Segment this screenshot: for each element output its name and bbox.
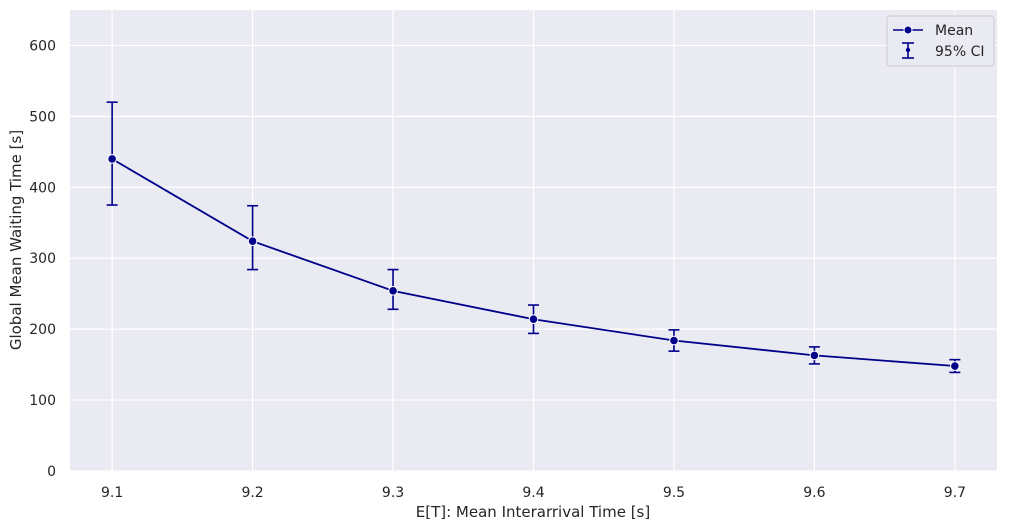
y-tick-label: 600 [29,38,56,54]
y-tick-label: 500 [29,109,56,125]
x-tick-label: 9.1 [101,485,123,501]
x-tick-labels: 9.1 9.2 9.3 9.4 9.5 9.6 9.7 [101,485,966,501]
data-point [107,154,117,164]
x-tick-label: 9.4 [522,485,544,501]
data-point [809,350,820,361]
x-tick-label: 9.5 [663,485,685,501]
x-axis-label: E[T]: Mean Interarrival Time [s] [416,503,650,521]
series-mean [107,154,960,371]
legend-box [886,15,995,67]
x-tick-label: 9.3 [382,485,404,501]
y-tick-label: 0 [47,464,56,480]
y-axis-label: Global Mean Waiting Time [s] [7,130,25,350]
legend-ci-label: 95% CI [935,44,984,60]
x-tick-label: 9.7 [944,485,966,501]
data-point [388,286,398,296]
data-point [950,361,960,371]
y-tick-label: 200 [29,322,56,338]
legend-ci-marker [905,47,911,53]
data-point [247,236,258,247]
x-tick-label: 9.6 [803,485,825,501]
legend-mean-marker [903,25,913,35]
legend: Mean 95% CI [886,15,995,67]
y-tick-label: 100 [29,393,56,409]
data-point [528,314,539,325]
data-point [669,335,679,346]
legend-mean-label: Mean [935,23,973,39]
x-tick-label: 9.2 [241,485,263,501]
error-bars [106,101,961,374]
y-tick-label: 300 [29,251,56,267]
y-tick-label: 400 [29,180,56,196]
y-tick-labels: 0 100 200 300 400 500 600 [29,38,56,480]
